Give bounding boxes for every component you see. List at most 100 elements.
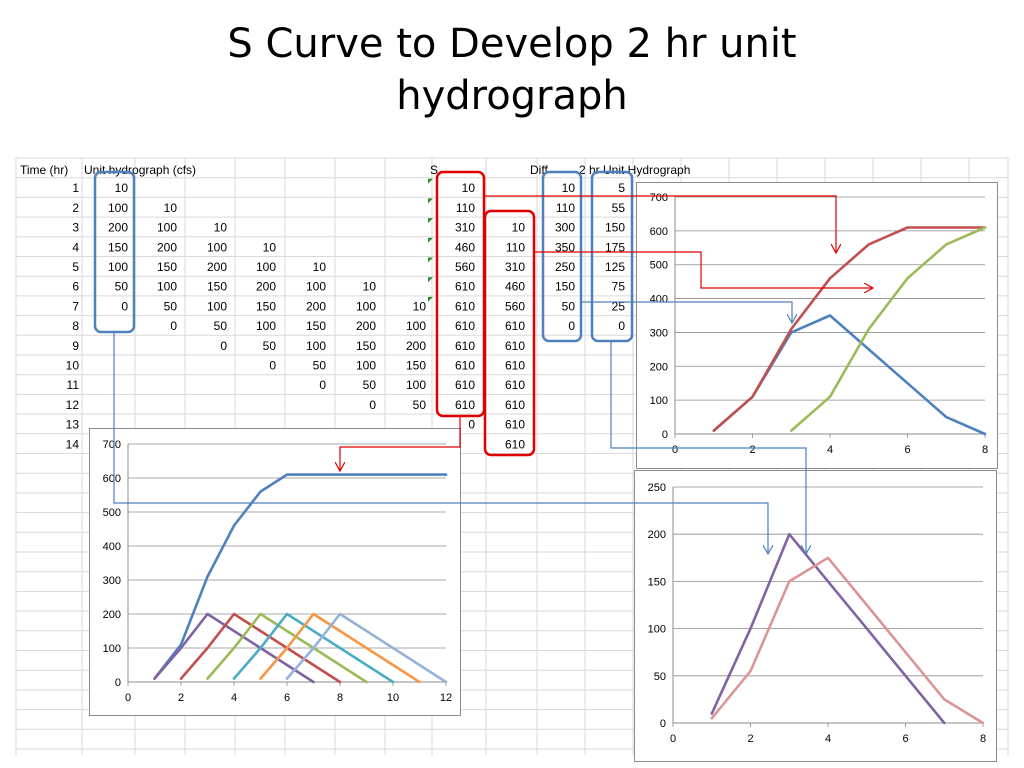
cell-lag4[interactable]: 100 xyxy=(306,339,326,353)
cell-s_lag[interactable]: 610 xyxy=(505,437,525,451)
cell-lag4[interactable]: 50 xyxy=(313,359,327,373)
cell-lag4[interactable]: 0 xyxy=(319,378,326,392)
cell-lag2[interactable]: 10 xyxy=(214,221,228,235)
cell-t[interactable]: 4 xyxy=(72,240,79,254)
cell-lag4[interactable]: 150 xyxy=(306,319,326,333)
cell-lag3[interactable]: 150 xyxy=(256,299,276,313)
cell-s[interactable]: 610 xyxy=(455,359,475,373)
cell-uh2[interactable]: 150 xyxy=(605,221,625,235)
lagged-uh-chart[interactable]: 0 100 200 300 400 500 600 700 0 2 4 6 8 10 12 xyxy=(89,428,461,716)
cell-diff[interactable]: 50 xyxy=(562,299,576,313)
cell-t[interactable]: 8 xyxy=(72,319,79,333)
cell-lag2[interactable]: 100 xyxy=(207,240,227,254)
cell-lag5[interactable]: 0 xyxy=(369,398,376,412)
cell-uh[interactable]: 50 xyxy=(115,280,129,294)
cell-lag5[interactable]: 200 xyxy=(356,319,376,333)
cell-s[interactable]: 460 xyxy=(455,240,475,254)
cell-lag3[interactable]: 100 xyxy=(256,319,276,333)
cell-lag4[interactable]: 100 xyxy=(306,280,326,294)
cell-lag2[interactable]: 50 xyxy=(214,319,228,333)
uh-compare-chart[interactable]: 0 50 100 150 200 250 0 2 4 6 8 xyxy=(634,470,997,762)
cell-diff[interactable]: 10 xyxy=(562,181,576,195)
cell-uh2[interactable]: 0 xyxy=(618,319,625,333)
cell-uh[interactable]: 200 xyxy=(108,221,128,235)
cell-lag5[interactable]: 50 xyxy=(363,378,377,392)
cell-uh[interactable]: 100 xyxy=(108,201,128,215)
cell-s_lag[interactable]: 610 xyxy=(505,398,525,412)
cell-lag3[interactable]: 200 xyxy=(256,280,276,294)
cell-uh[interactable]: 150 xyxy=(108,240,128,254)
cell-uh2[interactable]: 175 xyxy=(605,240,625,254)
cell-uh2[interactable]: 75 xyxy=(612,280,626,294)
cell-diff[interactable]: 0 xyxy=(568,319,575,333)
cell-lag2[interactable]: 150 xyxy=(207,280,227,294)
cell-t[interactable]: 3 xyxy=(72,221,79,235)
cell-lag2[interactable]: 0 xyxy=(220,339,227,353)
cell-s[interactable]: 610 xyxy=(455,280,475,294)
cell-s_lag[interactable]: 610 xyxy=(505,339,525,353)
cell-uh[interactable]: 10 xyxy=(115,181,129,195)
cell-lag1[interactable]: 0 xyxy=(170,319,177,333)
cell-lag1[interactable]: 100 xyxy=(157,221,177,235)
cell-s[interactable]: 610 xyxy=(455,339,475,353)
cell-lag3[interactable]: 100 xyxy=(256,260,276,274)
cell-s_lag[interactable]: 460 xyxy=(505,280,525,294)
cell-lag5[interactable]: 10 xyxy=(363,280,377,294)
cell-s_lag[interactable]: 610 xyxy=(505,359,525,373)
cell-lag1[interactable]: 50 xyxy=(164,299,178,313)
cell-s_lag[interactable]: 10 xyxy=(512,221,526,235)
cell-lag4[interactable]: 10 xyxy=(313,260,327,274)
cell-lag5[interactable]: 100 xyxy=(356,359,376,373)
cell-lag3[interactable]: 0 xyxy=(269,359,276,373)
cell-s_lag[interactable]: 610 xyxy=(505,378,525,392)
cell-lag2[interactable]: 200 xyxy=(207,260,227,274)
cell-uh2[interactable]: 125 xyxy=(605,260,625,274)
cell-t[interactable]: 13 xyxy=(66,418,80,432)
cell-s[interactable]: 610 xyxy=(455,299,475,313)
cell-s[interactable]: 10 xyxy=(462,181,476,195)
cell-s[interactable]: 110 xyxy=(456,201,475,215)
cell-diff[interactable]: 250 xyxy=(555,260,575,274)
cell-diff[interactable]: 150 xyxy=(555,280,575,294)
cell-uh2[interactable]: 5 xyxy=(618,181,625,195)
cell-diff[interactable]: 110 xyxy=(556,201,575,215)
cell-diff[interactable]: 300 xyxy=(555,221,575,235)
cell-lag5[interactable]: 150 xyxy=(356,339,376,353)
cell-t[interactable]: 12 xyxy=(66,398,80,412)
cell-lag1[interactable]: 150 xyxy=(157,260,177,274)
cell-lag6[interactable]: 50 xyxy=(413,398,427,412)
cell-lag1[interactable]: 200 xyxy=(157,240,177,254)
cell-uh[interactable]: 0 xyxy=(121,299,128,313)
cell-t[interactable]: 7 xyxy=(72,299,79,313)
cell-s_lag[interactable]: 110 xyxy=(506,240,525,254)
cell-lag6[interactable]: 10 xyxy=(413,299,427,313)
cell-lag1[interactable]: 10 xyxy=(164,201,178,215)
cell-s[interactable]: 0 xyxy=(468,418,475,432)
cell-uh[interactable]: 100 xyxy=(108,260,128,274)
cell-lag5[interactable]: 100 xyxy=(356,299,376,313)
cell-t[interactable]: 10 xyxy=(66,359,80,373)
cell-t[interactable]: 2 xyxy=(72,201,79,215)
cell-lag6[interactable]: 100 xyxy=(406,319,426,333)
cell-s[interactable]: 610 xyxy=(455,378,475,392)
cell-uh2[interactable]: 55 xyxy=(612,201,626,215)
cell-uh2[interactable]: 25 xyxy=(612,299,626,313)
cell-s_lag[interactable]: 610 xyxy=(505,418,525,432)
cell-lag6[interactable]: 150 xyxy=(406,359,426,373)
cell-lag2[interactable]: 100 xyxy=(207,299,227,313)
cell-lag3[interactable]: 50 xyxy=(263,339,277,353)
s-curve-chart[interactable]: 0 100 200 300 400 500 600 700 0 2 4 6 8 xyxy=(636,182,998,469)
cell-t[interactable]: 9 xyxy=(72,339,79,353)
cell-lag6[interactable]: 100 xyxy=(406,378,426,392)
cell-t[interactable]: 11 xyxy=(67,378,80,392)
cell-s_lag[interactable]: 310 xyxy=(505,260,525,274)
cell-lag4[interactable]: 200 xyxy=(306,299,326,313)
cell-s[interactable]: 610 xyxy=(455,398,475,412)
cell-s[interactable]: 610 xyxy=(455,319,475,333)
cell-s[interactable]: 310 xyxy=(455,221,475,235)
cell-t[interactable]: 14 xyxy=(66,437,80,451)
cell-t[interactable]: 1 xyxy=(72,181,79,195)
cell-diff[interactable]: 350 xyxy=(555,240,575,254)
cell-s_lag[interactable]: 560 xyxy=(505,299,525,313)
cell-s_lag[interactable]: 610 xyxy=(505,319,525,333)
